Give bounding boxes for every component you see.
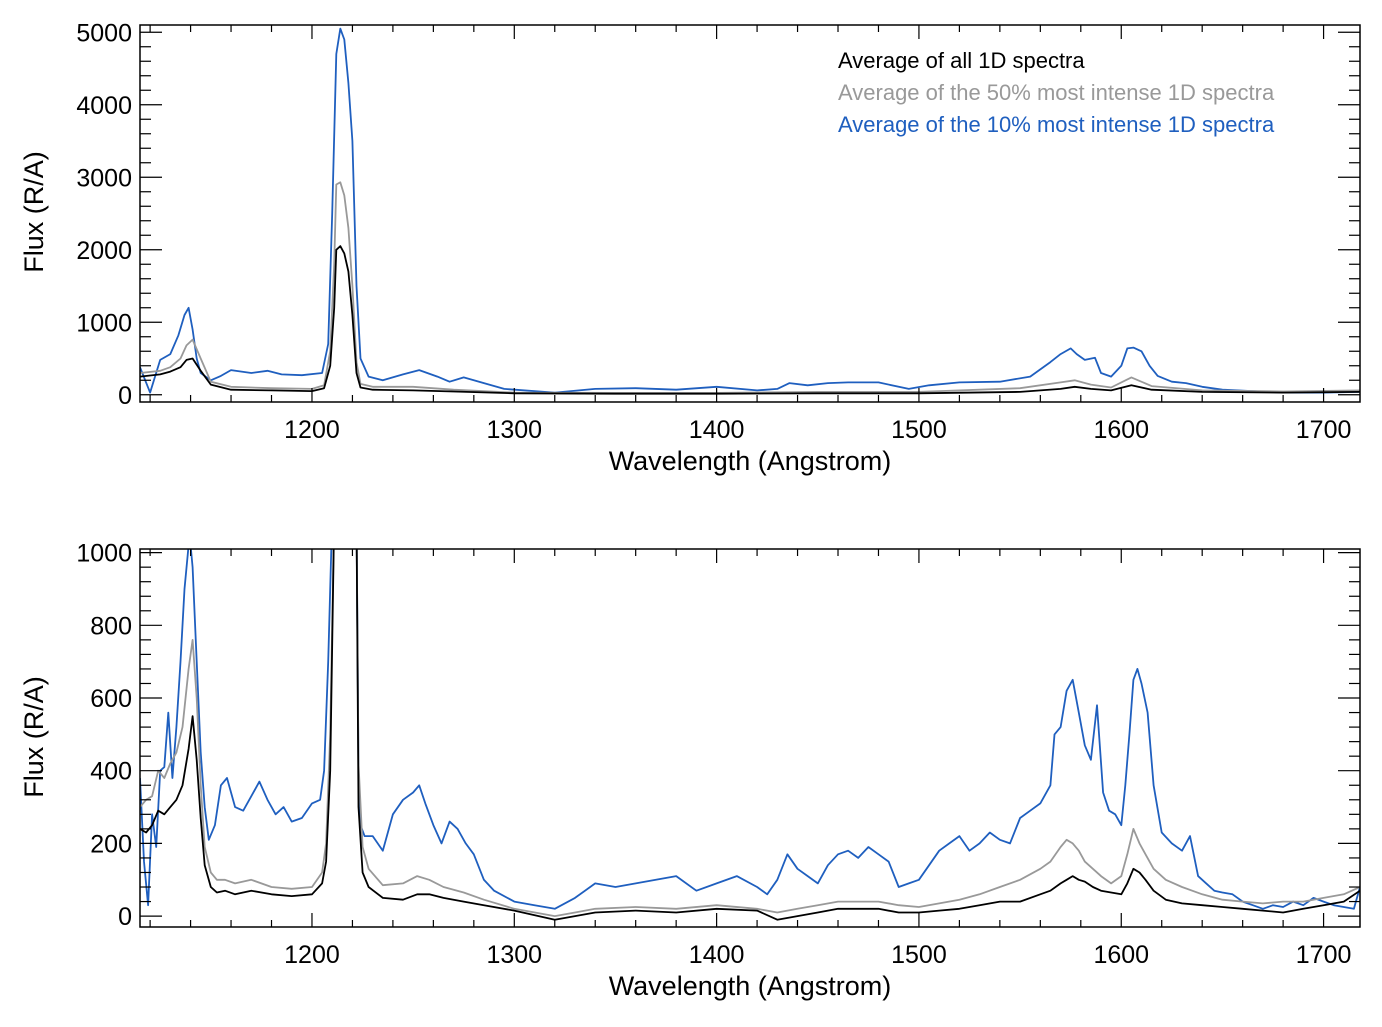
bottom-series-50pct-line: [140, 549, 1360, 917]
bottom-x-tick-label: 1400: [689, 941, 745, 969]
top-y-tick-label: 1000: [76, 309, 132, 337]
legend-item-all: Average of all 1D spectra: [838, 48, 1085, 73]
top-y-axis-label: Flux (R/A): [19, 151, 49, 273]
bottom-x-tick-label: 1600: [1093, 941, 1149, 969]
legend-item-50pct: Average of the 50% most intense 1D spect…: [838, 80, 1275, 105]
bottom-y-axis-label: Flux (R/A): [19, 676, 49, 798]
top-x-tick-label: 1700: [1296, 416, 1352, 444]
top-series-group: [140, 27, 1360, 395]
legend: Average of all 1D spectra Average of the…: [838, 48, 1275, 137]
bottom-series-group: [140, 549, 1360, 921]
bottom-y-tick-label: 200: [90, 830, 132, 858]
bottom-series-10pct-line: [140, 549, 1360, 910]
top-series-50pct-line: [140, 181, 1360, 394]
top-y-tick-label: 5000: [76, 19, 132, 47]
top-x-tick-label: 1600: [1093, 416, 1149, 444]
bottom-x-tick-label: 1200: [284, 941, 340, 969]
top-axes-group: 1200 1300 1400 1500 1600 1700 0 1000 2000 3000 400…: [76, 19, 1361, 444]
top-series-all-line: [140, 245, 1360, 395]
top-y-tick-label: 4000: [76, 92, 132, 120]
bottom-series-all-line: [140, 549, 1360, 921]
bottom-y-tick-label: 0: [118, 903, 132, 931]
top-x-tick-label: 1400: [689, 416, 745, 444]
bottom-y-tick-label: 800: [90, 612, 132, 640]
top-panel: 1200 1300 1400 1500 1600 1700 0 1000 2000 3000 400…: [19, 19, 1361, 476]
bottom-y-tick-label: 400: [90, 758, 132, 786]
top-x-axis-label: Wavelength (Angstrom): [609, 446, 892, 476]
legend-item-10pct: Average of the 10% most intense 1D spect…: [838, 112, 1275, 137]
top-x-tick-label: 1200: [284, 416, 340, 444]
top-plot-frame: [139, 24, 1361, 403]
top-y-tick-label: 2000: [76, 237, 132, 265]
bottom-axes-group: 1200 1300 1400 1500 1600 1700 0 200 400 600 800 100…: [76, 540, 1361, 969]
bottom-x-tick-label: 1700: [1296, 941, 1352, 969]
top-series-10pct-line: [140, 27, 1360, 394]
bottom-y-tick-label: 1000: [76, 540, 132, 568]
bottom-x-tick-label: 1500: [891, 941, 947, 969]
top-y-tick-label: 3000: [76, 164, 132, 192]
bottom-plot-frame: [139, 548, 1361, 928]
bottom-panel: 1200 1300 1400 1500 1600 1700 0 200 400 600 800 100…: [19, 540, 1361, 1001]
top-x-tick-label: 1500: [891, 416, 947, 444]
top-y-tick-label: 0: [118, 382, 132, 410]
top-x-tick-label: 1300: [486, 416, 542, 444]
bottom-y-tick-label: 600: [90, 685, 132, 713]
bottom-x-axis-label: Wavelength (Angstrom): [609, 971, 892, 1001]
bottom-x-tick-label: 1300: [486, 941, 542, 969]
